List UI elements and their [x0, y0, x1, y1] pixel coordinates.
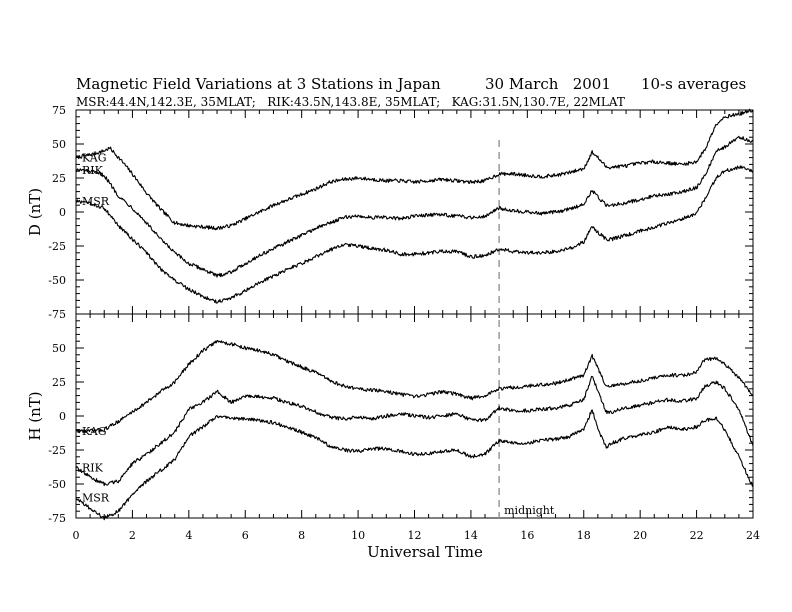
h-panel-frame	[75, 313, 754, 519]
y-tick-label: -25	[48, 444, 66, 457]
axis-ticks	[75, 109, 754, 519]
series-line-0-rik	[75, 135, 754, 278]
station-label: RIK	[82, 164, 104, 177]
y-tick-label: -50	[48, 274, 66, 287]
station-label: RIK	[82, 462, 104, 475]
station-label: MSR	[82, 492, 110, 505]
x-tick-label: 0	[73, 529, 80, 542]
y-tick-label: 75	[52, 104, 66, 117]
y-tick-label: -25	[48, 240, 66, 253]
y-tick-label: 0	[59, 410, 66, 423]
series-lines	[75, 108, 754, 521]
x-tick-label: 2	[129, 529, 136, 542]
y-tick-label: 25	[52, 376, 66, 389]
y-tick-label: -75	[48, 512, 66, 525]
series-line-1-kag	[75, 339, 754, 434]
series-line-0-kag	[75, 108, 754, 231]
chart-averaging: 10-s averages	[641, 75, 746, 93]
y-tick-label: 50	[52, 138, 66, 151]
station-label: KAG	[82, 425, 107, 438]
y-tick-label: -50	[48, 478, 66, 491]
series-line-1-rik	[75, 375, 754, 487]
x-tick-label: 12	[408, 529, 422, 542]
y-tick-label: 25	[52, 172, 66, 185]
x-tick-label: 6	[242, 529, 249, 542]
x-tick-label: 20	[633, 529, 647, 542]
chart-title: Magnetic Field Variations at 3 Stations …	[76, 75, 441, 93]
station-coordinates: MSR:44.4N,142.3E, 35MLAT; RIK:43.5N,143.…	[76, 95, 625, 109]
y-tick-label: 0	[59, 206, 66, 219]
y-tick-label: 50	[52, 342, 66, 355]
x-tick-label: 4	[185, 529, 192, 542]
station-label: KAG	[82, 152, 107, 165]
x-tick-label: 22	[690, 529, 704, 542]
chart-date: 30 March 2001	[485, 75, 611, 93]
series-line-0-msr	[75, 165, 754, 304]
d-axis-label: D (nT)	[26, 188, 44, 236]
y-tick-label: -75	[48, 308, 66, 321]
h-axis-label: H (nT)	[26, 391, 44, 440]
x-tick-label: 10	[351, 529, 365, 542]
x-tick-label: 14	[464, 529, 478, 542]
station-label: MSR	[82, 195, 110, 208]
x-tick-label: 16	[520, 529, 534, 542]
x-tick-label: 18	[577, 529, 591, 542]
x-tick-label: 24	[746, 529, 760, 542]
x-tick-label: 8	[298, 529, 305, 542]
x-axis-label: Universal Time	[367, 543, 483, 561]
series-line-1-msr	[75, 409, 754, 521]
midnight-label: midnight	[504, 504, 555, 517]
